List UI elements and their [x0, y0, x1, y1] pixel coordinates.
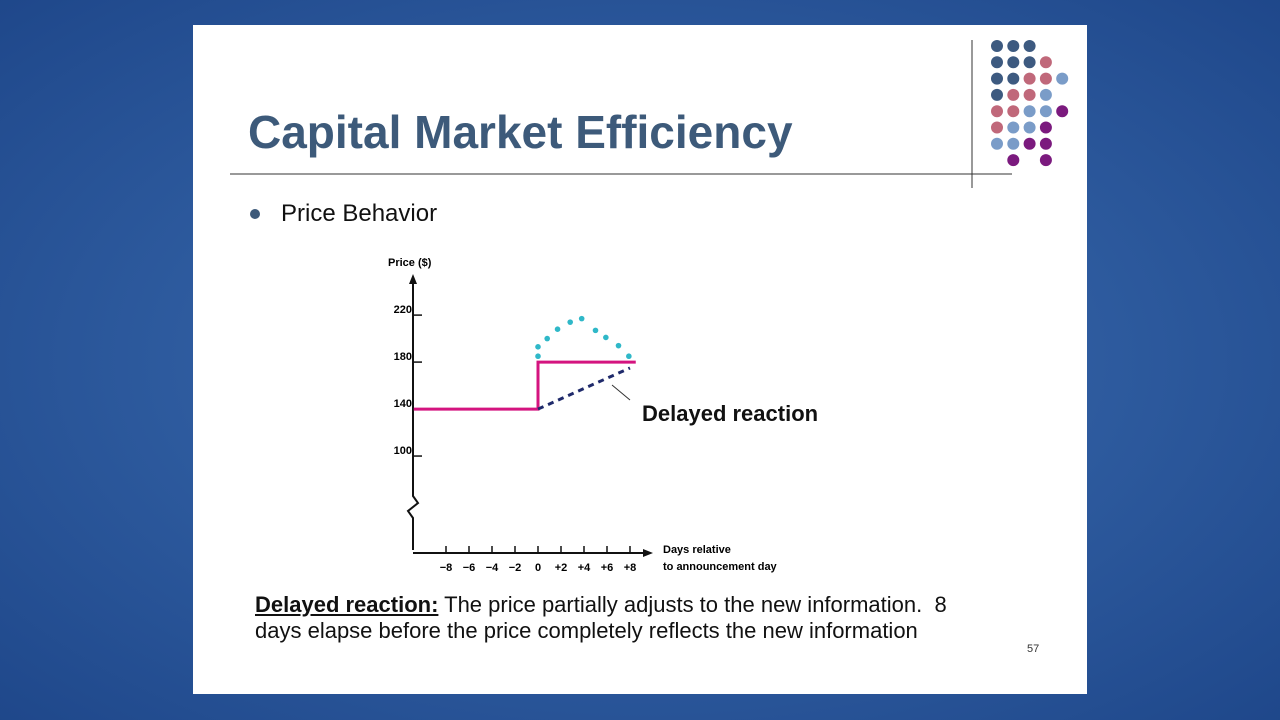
decor-dot [991, 88, 1003, 101]
price-line [413, 360, 636, 411]
decor-dot [1007, 88, 1020, 101]
x-tick-label: 0 [535, 562, 541, 574]
price-point [554, 326, 561, 333]
y-axis-arrow [409, 274, 417, 284]
decor-dot [1007, 72, 1020, 85]
price-point [603, 334, 609, 341]
title: Capital Market Efficiency [248, 106, 793, 158]
decor-dot [1023, 137, 1036, 150]
slide-page [193, 25, 1087, 694]
decor-dot [1023, 56, 1036, 69]
x-tick-label: −4 [486, 562, 499, 574]
decor-dot [1007, 154, 1020, 167]
decor-dot [991, 121, 1003, 134]
y-tick-label: 220 [394, 304, 412, 316]
decoration [991, 40, 1069, 167]
bullet-dot [250, 209, 260, 219]
x-tick-label: −2 [509, 562, 522, 574]
x-axis-label: to announcement day [663, 561, 778, 573]
decor-dot [991, 137, 1003, 150]
caption-term: Delayed reaction: [255, 592, 439, 617]
x-tick-label: +2 [555, 562, 568, 574]
decor-dot [1039, 137, 1052, 150]
x-tick-label: +8 [624, 562, 637, 574]
decor-dot [1039, 154, 1052, 167]
decor-dot [1039, 105, 1052, 118]
decor-dot [1007, 56, 1020, 69]
price-point [567, 319, 573, 325]
decor-dot [991, 72, 1003, 85]
price-point [592, 327, 599, 334]
decor-dot [1039, 121, 1052, 134]
price-point [626, 353, 632, 360]
decor-dot [1007, 137, 1020, 150]
caption: Delayed reaction: The price partially ad… [255, 592, 991, 644]
y-tick-label: 100 [394, 445, 412, 457]
price-point [535, 353, 541, 360]
bullet: Price Behavior [281, 200, 437, 227]
price-point [578, 315, 585, 322]
y-axis [406, 280, 420, 550]
decor-dot [1023, 40, 1036, 52]
decor-dot [1007, 40, 1020, 52]
y-tick-label: 140 [394, 398, 412, 410]
decor-dot [1007, 105, 1020, 118]
y-axis-label: Price ($) [388, 257, 432, 269]
decor-dot [1056, 105, 1069, 118]
x-axis-arrow [643, 549, 653, 557]
decor-dot [1007, 121, 1020, 134]
price-point [535, 344, 541, 350]
x-tick-label: +6 [601, 562, 614, 574]
x-tick-label: −8 [440, 562, 453, 574]
x-axis-label: Days relative [663, 544, 731, 556]
decor-dot [1039, 88, 1052, 101]
price-line [537, 366, 631, 411]
decor-dot [1023, 88, 1036, 101]
x-tick-label: +4 [578, 562, 591, 574]
x-tick-label: −6 [463, 562, 476, 574]
page-number: 57 [1027, 643, 1039, 655]
decor-dot [1023, 121, 1036, 134]
decor-dot [1056, 72, 1069, 85]
decor-dot [1023, 72, 1036, 85]
decor-dot [991, 40, 1003, 52]
decor-dot [1039, 56, 1052, 69]
decor-dot [1023, 105, 1036, 118]
decor-dot [1039, 72, 1052, 85]
annotation: Delayed reaction [642, 401, 818, 426]
y-tick-label: 180 [394, 351, 412, 363]
decor-dot [991, 56, 1003, 69]
decor-dot [991, 105, 1003, 118]
chart: Price ($) Days relative to announcement da… [388, 257, 818, 574]
price-point [544, 335, 550, 342]
caption-text: The price partially adjusts to the new i… [255, 592, 953, 643]
annotation-pointer [611, 384, 631, 401]
price-point [615, 342, 622, 349]
